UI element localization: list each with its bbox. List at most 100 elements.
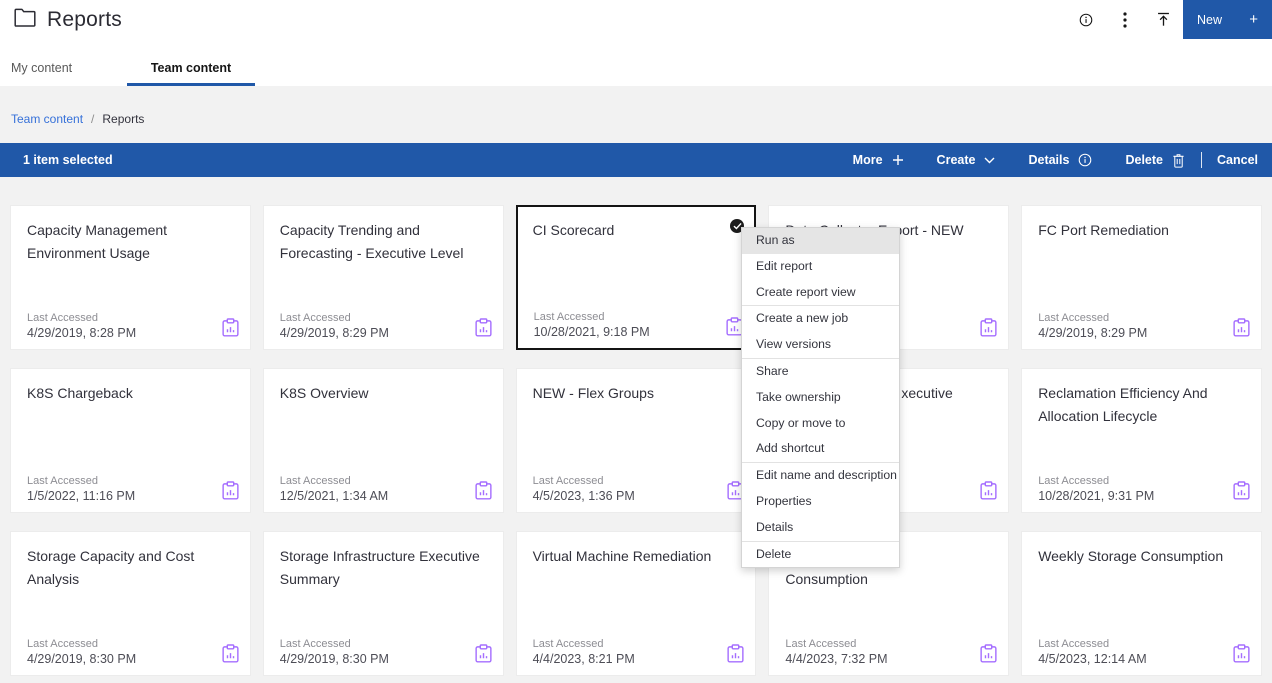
last-accessed-value: 4/4/2023, 7:32 PM (785, 652, 888, 666)
page-header: Reports New + My content Team content (0, 0, 1272, 86)
report-clipboard-chart-icon (475, 644, 492, 663)
last-accessed-label: Last Accessed (1038, 312, 1110, 324)
report-card-reclamation-efficiency-and-allocation-lifecycle[interactable]: Reclamation Efficiency And Allocation Li… (1021, 368, 1262, 513)
menu-item-properties[interactable]: Properties (756, 493, 812, 508)
last-accessed: Last Accessed 1/5/2022, 11:16 PM (27, 475, 135, 503)
report-card-capacity-management-environment-usage[interactable]: Capacity Management Environment Usage Las… (10, 205, 251, 350)
tab-my-content[interactable]: My content (11, 61, 73, 75)
last-accessed-label: Last Accessed (279, 312, 351, 324)
menu-item-copy-or-move-to[interactable]: Copy or move to (756, 415, 846, 430)
card-footer: Last Accessed 4/4/2023, 8:21 PM (533, 638, 745, 666)
last-accessed: Last Accessed 4/29/2019, 8:29 PM (280, 312, 389, 340)
selection-bar-actions: More Create Details Delete Cancel (820, 152, 1258, 168)
last-accessed-value: 12/5/2021, 1:34 AM (279, 489, 389, 503)
last-accessed-value: 1/5/2022, 11:16 PM (27, 489, 136, 503)
folder-icon (14, 8, 36, 32)
last-accessed-label: Last Accessed (279, 638, 351, 650)
last-accessed-value: 4/5/2023, 1:36 PM (532, 489, 635, 503)
upload-icon[interactable] (1144, 0, 1183, 39)
delete-label: Delete (1125, 153, 1163, 167)
menu-item-details[interactable]: Details (756, 519, 794, 534)
last-accessed-label: Last Accessed (279, 475, 351, 487)
info-icon[interactable] (1066, 0, 1105, 39)
menu-item-share[interactable]: Share (756, 363, 789, 378)
last-accessed-label: Last Accessed (27, 638, 98, 650)
report-card-storage-capacity-and-cost-analysis[interactable]: Storage Capacity and Cost Analysis Last A… (10, 531, 251, 676)
report-card-capacity-trending-and-forecasting-executive-level[interactable]: Capacity Trending and Forecasting - Exec… (262, 205, 504, 350)
report-card-new-flex-groups[interactable]: NEW - Flex Groups Last Accessed 4/5/2023, … (515, 368, 757, 513)
breadcrumb-separator: / (91, 112, 95, 126)
menu-item-run-as[interactable]: Run as (742, 228, 899, 254)
bar-divider (1201, 152, 1202, 168)
report-title: NEW - Flex Groups (532, 385, 654, 401)
card-footer: Last Accessed 4/5/2023, 1:36 PM (533, 475, 745, 503)
last-accessed-label: Last Accessed (532, 638, 604, 650)
last-accessed: Last Accessed 10/28/2021, 9:18 PM (534, 311, 650, 339)
more-button[interactable]: More (853, 153, 904, 167)
report-title: Capacity Management Environment Usage (27, 222, 168, 261)
card-footer: Last Accessed 4/29/2019, 8:30 PM (280, 638, 492, 666)
report-card-k8s-chargeback[interactable]: K8S Chargeback Last Accessed 1/5/2022, 11:… (10, 368, 251, 513)
selection-status: 1 item selected (23, 153, 113, 167)
last-accessed: Last Accessed 12/5/2021, 1:34 AM (280, 475, 388, 503)
cancel-button[interactable]: Cancel (1217, 153, 1258, 167)
breadcrumb-team-content[interactable]: Team content (11, 112, 84, 126)
selection-action-bar: 1 item selected More Create Details Delete C… (0, 143, 1272, 177)
menu-group: Share Take ownership Copy or move to Add sh… (742, 357, 899, 462)
report-card-k8s-overview[interactable]: K8S Overview Last Accessed 12/5/2021, 1:34… (262, 368, 504, 513)
page-title: Reports (47, 8, 122, 31)
menu-item-take-ownership[interactable]: Take ownership (756, 389, 841, 404)
report-title: xecutive (901, 385, 953, 401)
create-label: Create (936, 153, 976, 167)
title-row: Reports (14, 8, 122, 32)
overflow-menu-icon[interactable] (1105, 0, 1144, 39)
new-button[interactable]: New + (1183, 0, 1272, 39)
last-accessed-value: 10/28/2021, 9:18 PM (533, 325, 650, 339)
tab-team-content[interactable]: Team content (127, 55, 255, 86)
report-card-virtual-machine-remediation[interactable]: Virtual Machine Remediation Last Accessed… (515, 531, 757, 676)
menu-item-create-report-view[interactable]: Create report view (756, 284, 856, 299)
report-title: Storage Infrastructure Executive Summary (279, 548, 480, 587)
report-card-ci-scorecard[interactable]: CI Scorecard Last Accessed 10/28/2021, 9:1… (515, 205, 757, 350)
content-area: Team content / Reports 1 item selected M… (0, 86, 1272, 683)
report-card-storage-infrastructure-executive-summary[interactable]: Storage Infrastructure Executive Summary… (262, 531, 504, 676)
card-footer: Last Accessed 10/28/2021, 9:18 PM (534, 311, 744, 339)
card-footer: Last Accessed 1/5/2022, 11:16 PM (27, 475, 239, 503)
last-accessed-value: 10/28/2021, 9:31 PM (1038, 489, 1155, 503)
report-clipboard-chart-icon (222, 318, 239, 337)
card-footer: Last Accessed 4/29/2019, 8:29 PM (1038, 312, 1250, 340)
last-accessed-label: Last Accessed (532, 475, 604, 487)
last-accessed-label: Last Accessed (1038, 475, 1110, 487)
create-button[interactable]: Create (937, 153, 996, 167)
last-accessed: Last Accessed 4/29/2019, 8:30 PM (280, 638, 389, 666)
menu-item-create-a-new-job[interactable]: Create a new job (756, 311, 849, 326)
menu-item-add-shortcut[interactable]: Add shortcut (756, 441, 825, 456)
delete-button[interactable]: Delete (1125, 153, 1185, 168)
report-clipboard-chart-icon (727, 644, 744, 663)
menu-group: Delete (742, 540, 899, 568)
report-title: Consumption (785, 571, 868, 587)
menu-item-edit-report[interactable]: Edit report (756, 258, 813, 273)
content-tabs: My content Team content (0, 55, 255, 86)
trash-icon (1172, 153, 1185, 168)
last-accessed-value: 4/5/2023, 12:14 AM (1038, 652, 1147, 666)
selected-check-icon[interactable] (730, 219, 745, 233)
last-accessed-value: 4/29/2019, 8:29 PM (1038, 326, 1148, 340)
details-button[interactable]: Details (1028, 153, 1092, 167)
card-footer: Last Accessed 12/5/2021, 1:34 AM (280, 475, 492, 503)
report-card-fc-port-remediation[interactable]: FC Port Remediation Last Accessed 4/29/201… (1021, 205, 1262, 350)
menu-item-view-versions[interactable]: View versions (756, 337, 831, 352)
report-card-weekly-storage-consumption[interactable]: Weekly Storage Consumption Last Accessed 4… (1021, 531, 1262, 676)
last-accessed-label: Last Accessed (1038, 638, 1110, 650)
chevron-down-icon (984, 157, 995, 164)
report-clipboard-chart-icon (222, 481, 239, 500)
more-label: More (852, 153, 883, 167)
report-clipboard-chart-icon (980, 318, 997, 337)
last-accessed-value: 4/4/2023, 8:21 PM (532, 652, 635, 666)
menu-item-delete[interactable]: Delete (756, 546, 792, 561)
card-footer: Last Accessed 4/29/2019, 8:29 PM (280, 312, 492, 340)
last-accessed-value: 4/29/2019, 8:28 PM (27, 326, 137, 340)
menu-item-edit-name-and-description[interactable]: Edit name and description (756, 468, 897, 483)
report-clipboard-chart-icon (980, 481, 997, 500)
last-accessed-label: Last Accessed (533, 311, 605, 323)
